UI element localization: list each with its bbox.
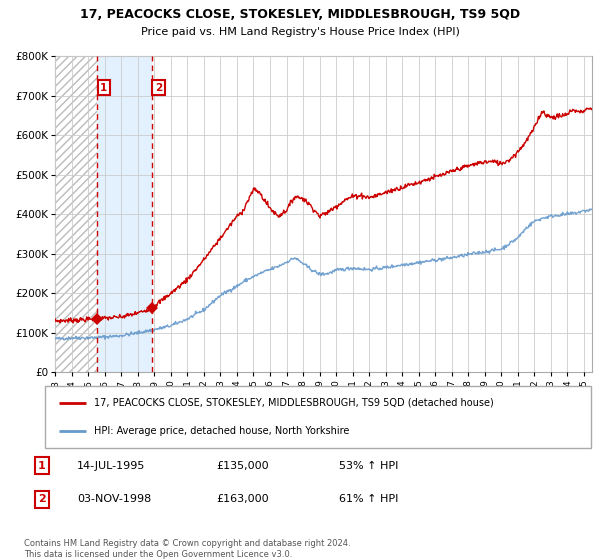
Text: HPI: Average price, detached house, North Yorkshire: HPI: Average price, detached house, Nort… — [94, 426, 350, 436]
Text: 14-JUL-1995: 14-JUL-1995 — [77, 460, 145, 470]
Text: 1: 1 — [38, 460, 46, 470]
Text: 2: 2 — [155, 83, 162, 92]
Bar — [55, 56, 97, 372]
Text: Contains HM Land Registry data © Crown copyright and database right 2024.
This d: Contains HM Land Registry data © Crown c… — [24, 539, 350, 559]
Text: Price paid vs. HM Land Registry's House Price Index (HPI): Price paid vs. HM Land Registry's House … — [140, 27, 460, 37]
Text: 61% ↑ HPI: 61% ↑ HPI — [339, 494, 398, 505]
Text: 53% ↑ HPI: 53% ↑ HPI — [339, 460, 398, 470]
FancyBboxPatch shape — [45, 386, 591, 448]
Text: £135,000: £135,000 — [217, 460, 269, 470]
Text: 2: 2 — [38, 494, 46, 505]
Text: 17, PEACOCKS CLOSE, STOKESLEY, MIDDLESBROUGH, TS9 5QD (detached house): 17, PEACOCKS CLOSE, STOKESLEY, MIDDLESBR… — [94, 398, 494, 408]
Text: 17, PEACOCKS CLOSE, STOKESLEY, MIDDLESBROUGH, TS9 5QD: 17, PEACOCKS CLOSE, STOKESLEY, MIDDLESBR… — [80, 8, 520, 21]
Bar — [97, 56, 152, 372]
Text: 03-NOV-1998: 03-NOV-1998 — [77, 494, 151, 505]
Text: 1: 1 — [100, 83, 107, 92]
Text: £163,000: £163,000 — [217, 494, 269, 505]
